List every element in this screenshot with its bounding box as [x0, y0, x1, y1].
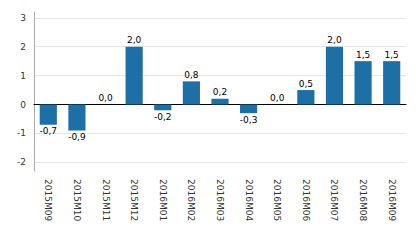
svg-text:-2: -2 [17, 157, 26, 167]
svg-text:2,0: 2,0 [327, 35, 342, 45]
svg-text:2016M01: 2016M01 [158, 179, 168, 221]
svg-text:0,0: 0,0 [98, 93, 113, 103]
svg-text:2015M11: 2015M11 [101, 179, 111, 221]
svg-text:1,5: 1,5 [385, 50, 399, 60]
svg-text:2016M05: 2016M05 [272, 179, 282, 221]
svg-text:2016M02: 2016M02 [186, 179, 196, 221]
svg-text:2: 2 [20, 42, 26, 52]
svg-text:2015M12: 2015M12 [129, 179, 139, 221]
svg-text:2016M07: 2016M07 [329, 179, 339, 221]
svg-text:-1: -1 [17, 128, 26, 138]
svg-text:-0,9: -0,9 [68, 132, 86, 142]
svg-text:-0,3: -0,3 [240, 115, 258, 125]
svg-text:-0,2: -0,2 [154, 112, 172, 122]
svg-text:2016M04: 2016M04 [244, 179, 254, 221]
svg-text:2016M09: 2016M09 [387, 179, 397, 221]
svg-text:2016M06: 2016M06 [301, 179, 311, 221]
svg-text:2015M09: 2015M09 [43, 179, 53, 221]
svg-text:0,8: 0,8 [184, 70, 199, 80]
svg-text:1: 1 [20, 71, 26, 81]
svg-text:2,0: 2,0 [127, 35, 142, 45]
svg-text:2016M08: 2016M08 [358, 179, 368, 221]
svg-text:2016M03: 2016M03 [215, 179, 225, 221]
svg-text:0,0: 0,0 [270, 93, 285, 103]
svg-text:0,5: 0,5 [299, 79, 313, 89]
svg-text:1,5: 1,5 [356, 50, 370, 60]
svg-text:0,2: 0,2 [213, 87, 227, 97]
svg-text:-0,7: -0,7 [40, 126, 58, 136]
svg-text:0: 0 [20, 100, 26, 110]
svg-text:3: 3 [20, 13, 26, 23]
svg-text:2015M10: 2015M10 [72, 179, 82, 221]
